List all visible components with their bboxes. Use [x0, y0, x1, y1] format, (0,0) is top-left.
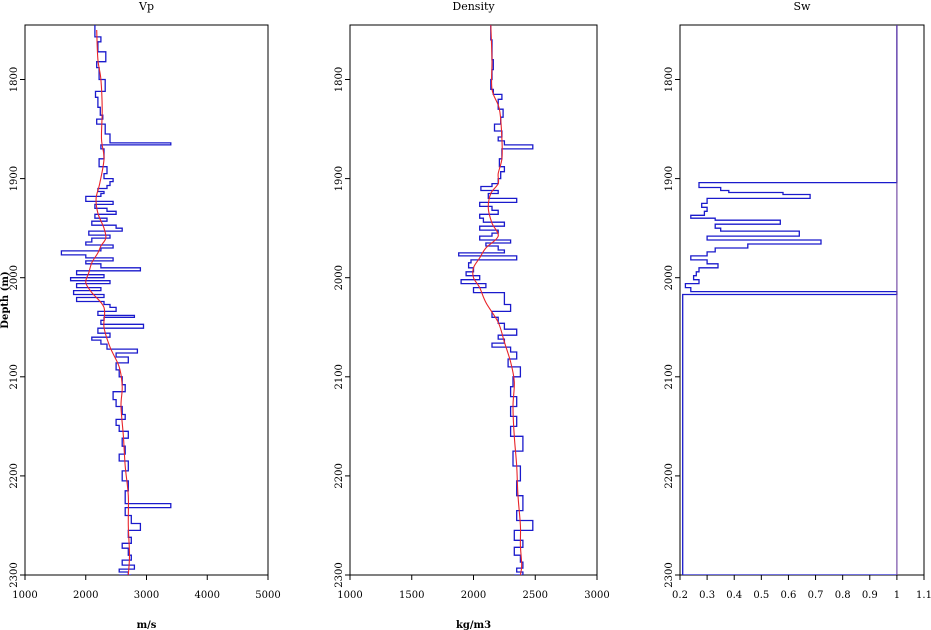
sw-x-tick-label: 0.6: [780, 590, 796, 601]
sw-y-tick-label: 1800: [664, 67, 675, 92]
sw-y-tick-label: 2100: [664, 364, 675, 389]
vp-plot-frame: [24, 24, 269, 576]
sw-x-tick-label: 1: [894, 590, 900, 601]
sw-y-tick-label: 1900: [664, 166, 675, 191]
vp-title: Vp: [138, 0, 154, 13]
density-title: Density: [452, 0, 495, 13]
vp-x-axis-label: m/s: [137, 620, 157, 630]
sw-x-tick-label: 0.7: [808, 590, 824, 601]
vp-series-smoothed-line: [85, 29, 131, 575]
density-y-tick-label: 2000: [334, 265, 345, 290]
density-y-tick-label: 2300: [334, 562, 345, 587]
density-y-tick-label: 2100: [334, 364, 345, 389]
sw-x-tick-label: 0.2: [672, 590, 688, 601]
vp-x-tick-label: 1000: [12, 590, 37, 601]
vp-y-tick-label: 2300: [9, 562, 20, 587]
vp-x-tick-label: 2000: [73, 590, 98, 601]
vp-y-tick-label: 1800: [9, 67, 20, 92]
sw-x-tick-label: 1.1: [916, 590, 931, 601]
density-y-tick-label: 1800: [334, 67, 345, 92]
density-x-axis-label: kg/m3: [456, 620, 491, 630]
sw-y-tick-label: 2200: [664, 463, 675, 488]
density-x-tick-label: 2000: [461, 590, 486, 601]
sw-x-tick-label: 0.4: [726, 590, 742, 601]
density-series-smoothed-line: [472, 25, 523, 575]
vp-y-tick-label: 1900: [9, 166, 20, 191]
depth-axis-label: Depth (m): [0, 271, 11, 328]
sw-series-blocky-log: [682, 25, 898, 575]
vp-x-tick-label: 3000: [134, 590, 159, 601]
sw-x-tick-label: 0.8: [835, 590, 851, 601]
sw-plot-frame: [679, 24, 925, 576]
vp-x-tick-label: 5000: [255, 590, 280, 601]
density-y-tick-label: 1900: [334, 166, 345, 191]
sw-title: Sw: [794, 0, 812, 13]
density-x-tick-label: 3000: [584, 590, 609, 601]
panel-density: Density 1000 1500 2000 2500 3000 1800 1900 2000 2…: [334, 0, 610, 630]
sw-x-tick-label: 0.9: [862, 590, 878, 601]
panel-vp: Vp 1000 2000 3000 4000 5000 1800 1900 2000 2100 22…: [9, 0, 281, 630]
sw-y-tick-label: 2300: [664, 562, 675, 587]
sw-y-tick-label: 2000: [664, 265, 675, 290]
vp-y-tick-label: 2200: [9, 463, 20, 488]
vp-y-tick-label: 2000: [9, 265, 20, 290]
vp-x-tick-label: 4000: [195, 590, 220, 601]
density-plot-frame: [349, 24, 598, 576]
panel-sw: Sw 0.2 0.3 0.4 0.5 0.6 0.7 0.8 0.9 1 1.1 1800 1900 20…: [664, 0, 931, 601]
vp-series-blocky-log: [60, 25, 172, 575]
density-x-tick-label: 1500: [399, 590, 424, 601]
density-series-blocky-log: [458, 25, 534, 575]
density-x-tick-label: 2500: [523, 590, 548, 601]
density-x-tick-label: 1000: [337, 590, 362, 601]
vp-y-tick-label: 2100: [9, 364, 20, 389]
density-y-tick-label: 2200: [334, 463, 345, 488]
sw-x-tick-label: 0.3: [699, 590, 715, 601]
sw-x-tick-label: 0.5: [753, 590, 769, 601]
